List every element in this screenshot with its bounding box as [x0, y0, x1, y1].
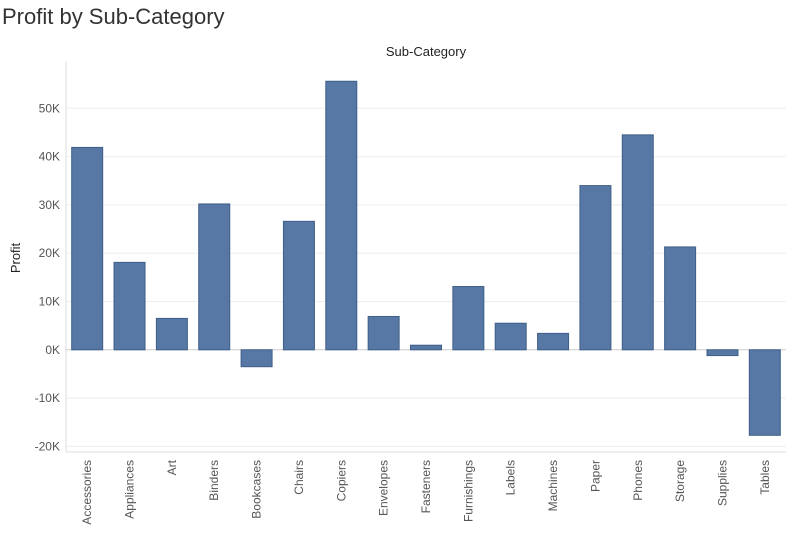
y-axis-ticks: -20K -10K 0K 10K 20K 30K 40K 50K [35, 101, 60, 453]
x-tick-label: Storage [673, 460, 687, 502]
x-tick-label: Tables [758, 460, 772, 495]
bar-phones[interactable] [621, 134, 654, 351]
x-tick-label: Fasteners [419, 460, 433, 513]
x-tick-label: Phones [631, 460, 645, 501]
y-tick-label: -10K [35, 391, 60, 405]
x-tick-label: Supplies [715, 460, 729, 506]
bar-art[interactable] [155, 317, 188, 351]
y-tick-label: 0K [45, 343, 60, 357]
bars [71, 80, 781, 436]
x-tick-label: Machines [546, 460, 560, 511]
x-tick-label: Copiers [334, 460, 348, 501]
bar-paper[interactable] [579, 185, 612, 351]
chart-title: Profit by Sub-Category [2, 4, 225, 29]
bar-storage[interactable] [664, 246, 697, 351]
bar-binders[interactable] [198, 203, 231, 351]
bar-envelopes[interactable] [367, 315, 400, 351]
bar-tables[interactable] [748, 349, 781, 436]
y-tick-label: 10K [39, 295, 60, 309]
bar-furnishings[interactable] [452, 286, 485, 351]
x-tick-label: Furnishings [461, 460, 475, 522]
bar-accessories[interactable] [71, 146, 104, 351]
y-axis-title: Profit [8, 242, 23, 273]
y-tick-label: 50K [39, 101, 60, 115]
x-tick-label: Paper [588, 460, 602, 492]
y-tick-label: 20K [39, 246, 60, 260]
x-tick-label: Appliances [123, 460, 137, 519]
x-axis-ticks: Accessories Appliances Art Binders Bookcases… [80, 459, 772, 524]
bar-chairs[interactable] [282, 220, 315, 351]
bar-machines[interactable] [537, 332, 570, 351]
y-tick-label: 40K [39, 150, 60, 164]
bar-supplies[interactable] [706, 349, 739, 357]
bar-bookcases[interactable] [240, 349, 273, 368]
x-tick-label: Binders [207, 460, 221, 501]
y-tick-label: -20K [35, 439, 60, 453]
x-axis-title: Sub-Category [386, 44, 467, 59]
x-tick-label: Labels [504, 460, 518, 495]
x-tick-label: Chairs [292, 460, 306, 495]
x-tick-label: Accessories [80, 460, 94, 525]
x-tick-label: Envelopes [377, 460, 391, 516]
bar-copiers[interactable] [325, 80, 358, 351]
bar-fasteners[interactable] [410, 344, 442, 351]
x-tick-label: Bookcases [250, 460, 264, 519]
bar-labels[interactable] [494, 322, 527, 351]
x-tick-label: Art [165, 459, 179, 475]
bar-appliances[interactable] [113, 261, 146, 351]
y-tick-label: 30K [39, 198, 60, 212]
